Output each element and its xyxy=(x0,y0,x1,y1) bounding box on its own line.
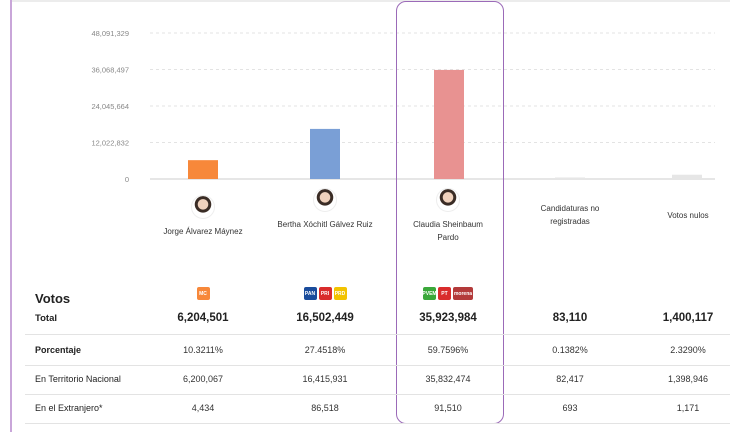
candidate-name: Jorge Álvarez Máynez xyxy=(163,227,243,236)
candidate-photo xyxy=(313,188,337,212)
row-value: 35,832,474 xyxy=(425,374,471,384)
mc-logo-icon: MC xyxy=(196,287,210,300)
y-tick-label: 0 xyxy=(125,175,129,184)
candidate-photo xyxy=(436,188,460,212)
pvem-logo-icon: PVEM xyxy=(422,287,437,300)
row-value: 27.4518% xyxy=(304,345,346,355)
row-value: 2.3290% xyxy=(670,345,706,355)
morena-logo-icon: morena xyxy=(453,287,473,300)
candidate-name: Votos nulos xyxy=(667,211,709,220)
y-tick-label: 36,068,497 xyxy=(91,66,129,75)
candidate-header-3[interactable]: Candidaturas no registradas xyxy=(515,202,625,228)
row-value: 693 xyxy=(562,403,578,413)
candidate-name: Bertha Xóchitl Gálvez Ruiz xyxy=(277,220,373,229)
table-row: En el Extranjero* 4,434 86,518 91,510 69… xyxy=(25,395,730,424)
bar-3[interactable] xyxy=(555,177,585,180)
row-value: 91,510 xyxy=(434,403,462,413)
pan-logo-icon: PAN xyxy=(303,287,317,300)
row-value: 82,417 xyxy=(556,374,584,384)
row-label: Total xyxy=(35,313,57,324)
y-tick-label: 24,045,664 xyxy=(91,102,129,111)
bar-1[interactable] xyxy=(310,128,340,179)
table-row: Porcentaje 10.3211% 27.4518% 59.7596% 0.… xyxy=(25,337,730,366)
row-value: 16,415,931 xyxy=(302,374,348,384)
candidate-name: Candidaturas no registradas xyxy=(540,204,600,226)
row-value: 10.3211% xyxy=(183,345,223,355)
row-label: En Territorio Nacional xyxy=(35,374,121,384)
y-tick-label: 48,091,329 xyxy=(91,29,129,38)
candidate-header-2[interactable]: Claudia Sheinbaum Pardo xyxy=(393,188,503,244)
row-value: 4,434 xyxy=(191,403,215,413)
bar-2[interactable] xyxy=(434,69,464,179)
row-value: 1,171 xyxy=(676,403,700,413)
votos-heading: Votos xyxy=(35,291,71,306)
party-logos-1: PAN PRI PRD xyxy=(270,287,380,301)
row-label: En el Extranjero* xyxy=(35,403,103,413)
row-value: 59.7596% xyxy=(427,345,469,355)
pri-logo-icon: PRI xyxy=(318,287,332,300)
bar-0[interactable] xyxy=(188,160,218,179)
bar-4[interactable] xyxy=(672,174,702,179)
candidate-header-4[interactable]: Votos nulos xyxy=(633,209,730,222)
left-border xyxy=(0,0,12,432)
row-value: 83,110 xyxy=(552,312,588,324)
y-tick-label: 12,022,832 xyxy=(91,139,129,148)
row-value: 35,923,984 xyxy=(419,312,477,324)
row-value: 1,400,117 xyxy=(662,312,714,324)
table-row: Total 6,204,501 16,502,449 35,923,984 83… xyxy=(25,307,730,335)
top-divider xyxy=(0,0,730,2)
row-value: 6,200,067 xyxy=(182,374,224,384)
candidate-header-1[interactable]: Bertha Xóchitl Gálvez Ruiz xyxy=(270,188,380,231)
vote-bar-chart: 0 12,022,832 24,045,664 36,068,497 48,091,32… xyxy=(91,29,715,184)
pt-logo-icon: PT xyxy=(438,287,451,300)
row-value: 6,204,501 xyxy=(177,312,229,324)
table-row: En Territorio Nacional 6,200,067 16,415,… xyxy=(25,366,730,395)
candidate-header-0[interactable]: Jorge Álvarez Máynez xyxy=(148,195,258,238)
party-logos-2: PVEM PT morena xyxy=(393,287,503,301)
row-value: 1,398,946 xyxy=(667,374,709,384)
row-value: 16,502,449 xyxy=(296,312,354,324)
row-label: Porcentaje xyxy=(35,345,82,355)
party-logos-0: MC xyxy=(148,287,258,301)
candidate-photo xyxy=(191,195,215,219)
candidate-name: Claudia Sheinbaum Pardo xyxy=(413,220,483,242)
prd-logo-icon: PRD xyxy=(333,287,347,300)
row-value: 86,518 xyxy=(311,403,339,413)
row-value: 0.1382% xyxy=(552,345,588,355)
